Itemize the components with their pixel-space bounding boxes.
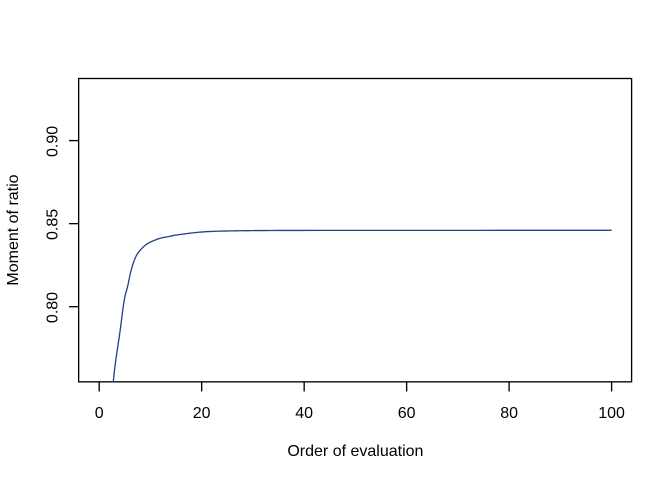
svg-text:60: 60: [398, 405, 416, 422]
svg-text:20: 20: [193, 405, 211, 422]
svg-text:80: 80: [500, 405, 518, 422]
svg-text:0.85: 0.85: [44, 209, 61, 240]
svg-text:Moment of ratio: Moment of ratio: [5, 174, 22, 285]
svg-text:0.80: 0.80: [44, 292, 61, 323]
svg-text:0.90: 0.90: [44, 126, 61, 157]
svg-text:0: 0: [95, 405, 104, 422]
svg-text:100: 100: [598, 405, 625, 422]
svg-text:40: 40: [295, 405, 313, 422]
svg-text:Order of evaluation: Order of evaluation: [287, 443, 423, 460]
